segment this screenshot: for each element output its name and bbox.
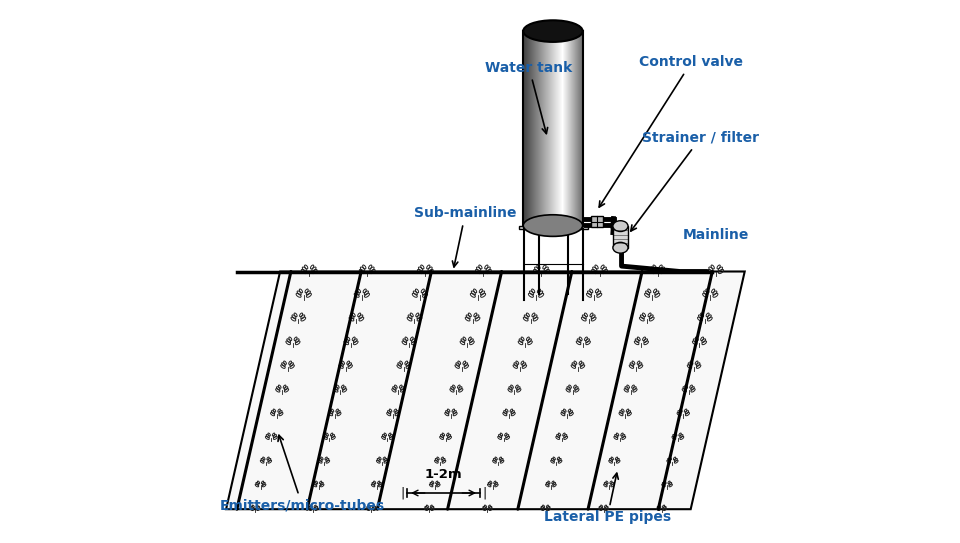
Bar xyxy=(552,31,553,225)
Bar xyxy=(556,31,557,225)
Bar xyxy=(566,31,567,225)
Ellipse shape xyxy=(523,215,583,236)
Text: Sub-mainline: Sub-mainline xyxy=(414,206,516,267)
Bar xyxy=(557,31,558,225)
Bar xyxy=(568,31,570,225)
Bar xyxy=(547,31,548,225)
Bar xyxy=(544,31,545,225)
Bar xyxy=(576,31,577,225)
Bar xyxy=(540,31,541,225)
Bar xyxy=(572,31,573,225)
Bar xyxy=(538,31,540,225)
Bar xyxy=(580,31,581,225)
Text: Control valve: Control valve xyxy=(599,55,743,207)
Bar xyxy=(525,31,526,225)
Bar xyxy=(523,31,524,225)
Bar xyxy=(562,31,563,225)
Bar xyxy=(530,31,531,225)
Bar xyxy=(574,31,575,225)
Bar xyxy=(563,31,564,225)
Bar xyxy=(565,31,566,225)
Bar xyxy=(545,31,546,225)
Bar xyxy=(582,31,583,225)
Text: |: | xyxy=(483,487,487,500)
Bar xyxy=(564,31,565,225)
Bar xyxy=(558,31,559,225)
Bar xyxy=(541,31,542,225)
Bar xyxy=(526,31,527,225)
Bar xyxy=(527,31,528,225)
Bar xyxy=(581,31,582,225)
Bar xyxy=(531,31,532,225)
Bar xyxy=(554,31,555,225)
Bar xyxy=(561,31,562,225)
Bar xyxy=(578,31,579,225)
Bar xyxy=(573,31,574,225)
Bar xyxy=(536,31,537,225)
Text: Lateral PE pipes: Lateral PE pipes xyxy=(543,473,671,524)
Bar xyxy=(546,31,547,225)
Bar xyxy=(535,31,536,225)
FancyBboxPatch shape xyxy=(590,217,603,227)
Bar xyxy=(570,31,571,225)
Bar xyxy=(543,31,544,225)
Bar xyxy=(579,31,580,225)
Bar xyxy=(575,31,576,225)
Ellipse shape xyxy=(612,220,628,231)
Bar xyxy=(550,31,551,225)
Text: |: | xyxy=(400,487,404,500)
Bar xyxy=(519,225,588,229)
Text: Emitters/micro-tubes: Emitters/micro-tubes xyxy=(220,435,385,512)
Bar xyxy=(571,31,572,225)
Bar xyxy=(549,31,550,225)
Bar xyxy=(529,31,530,225)
Bar xyxy=(551,31,552,225)
Bar xyxy=(567,31,568,225)
Bar xyxy=(612,226,628,248)
Bar xyxy=(555,31,556,225)
Bar xyxy=(553,31,554,225)
Bar xyxy=(532,31,533,225)
Bar xyxy=(542,31,543,225)
Bar xyxy=(523,31,583,225)
Polygon shape xyxy=(227,272,745,509)
Bar xyxy=(548,31,549,225)
Bar xyxy=(533,31,534,225)
Bar xyxy=(577,31,578,225)
Ellipse shape xyxy=(523,20,583,42)
Bar xyxy=(523,31,583,225)
Text: Mainline: Mainline xyxy=(683,228,749,242)
Ellipse shape xyxy=(612,242,628,253)
Bar xyxy=(534,31,535,225)
Bar xyxy=(537,31,538,225)
Text: Water tank: Water tank xyxy=(486,61,573,134)
Text: 1-2m: 1-2m xyxy=(424,468,463,481)
Bar xyxy=(560,31,561,225)
Bar xyxy=(524,31,525,225)
Text: Strainer / filter: Strainer / filter xyxy=(631,131,759,231)
Bar xyxy=(528,31,529,225)
Bar xyxy=(559,31,560,225)
